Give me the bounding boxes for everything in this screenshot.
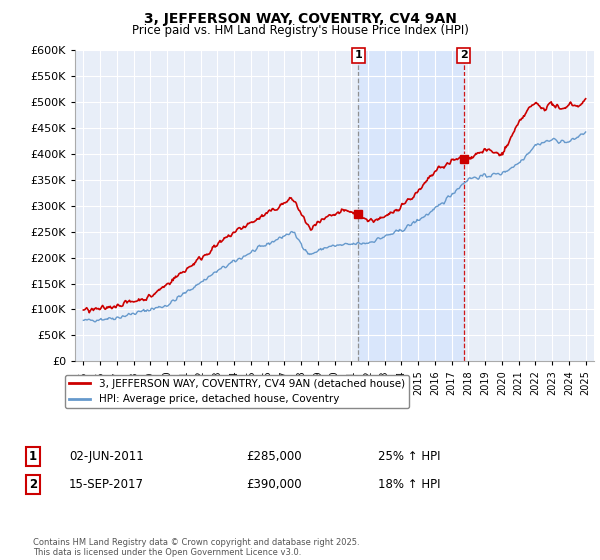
Text: 18% ↑ HPI: 18% ↑ HPI xyxy=(378,478,440,491)
Text: Price paid vs. HM Land Registry's House Price Index (HPI): Price paid vs. HM Land Registry's House … xyxy=(131,24,469,36)
Text: 1: 1 xyxy=(355,50,362,60)
Text: Contains HM Land Registry data © Crown copyright and database right 2025.
This d: Contains HM Land Registry data © Crown c… xyxy=(33,538,359,557)
Text: 15-SEP-2017: 15-SEP-2017 xyxy=(69,478,144,491)
Text: 02-JUN-2011: 02-JUN-2011 xyxy=(69,450,144,463)
Legend: 3, JEFFERSON WAY, COVENTRY, CV4 9AN (detached house), HPI: Average price, detach: 3, JEFFERSON WAY, COVENTRY, CV4 9AN (det… xyxy=(65,375,409,408)
Text: 3, JEFFERSON WAY, COVENTRY, CV4 9AN: 3, JEFFERSON WAY, COVENTRY, CV4 9AN xyxy=(143,12,457,26)
Text: 25% ↑ HPI: 25% ↑ HPI xyxy=(378,450,440,463)
Text: £285,000: £285,000 xyxy=(246,450,302,463)
Text: 2: 2 xyxy=(29,478,37,491)
Text: £390,000: £390,000 xyxy=(246,478,302,491)
Bar xyxy=(358,50,464,361)
Text: 1: 1 xyxy=(29,450,37,463)
Text: 2: 2 xyxy=(460,50,467,60)
